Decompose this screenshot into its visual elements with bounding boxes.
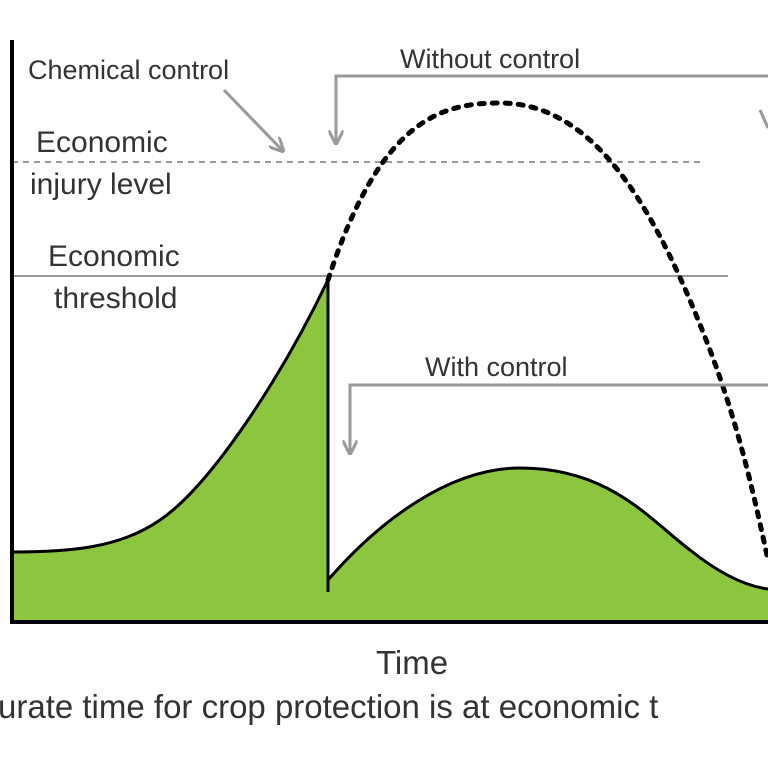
population-area-with-control xyxy=(328,468,768,622)
with-control-arrow xyxy=(350,383,768,452)
without-control-label: Without control xyxy=(400,44,580,74)
population-curve-without-control xyxy=(325,100,768,563)
chemical-control-arrow xyxy=(222,88,282,150)
population-curve-with-control xyxy=(326,466,768,591)
economic-injury-level-label-line2: injury level xyxy=(30,168,172,201)
without-control-arrow-right xyxy=(758,109,768,129)
with-control-label: With control xyxy=(425,352,568,382)
economic-injury-level-label-line1: Economic xyxy=(36,126,168,159)
without-control-arrow xyxy=(336,74,768,142)
economic-threshold-label-line2: threshold xyxy=(54,282,177,315)
population-curve-before-control xyxy=(11,279,330,554)
caption: urate time for crop protection is at eco… xyxy=(0,688,658,725)
population-area-base xyxy=(12,590,768,622)
chemical-control-label: Chemical control xyxy=(28,55,229,85)
economic-threshold-label-line1: Economic xyxy=(48,240,180,273)
population-area-before-control xyxy=(12,280,328,592)
x-axis-label: Time xyxy=(376,644,448,681)
